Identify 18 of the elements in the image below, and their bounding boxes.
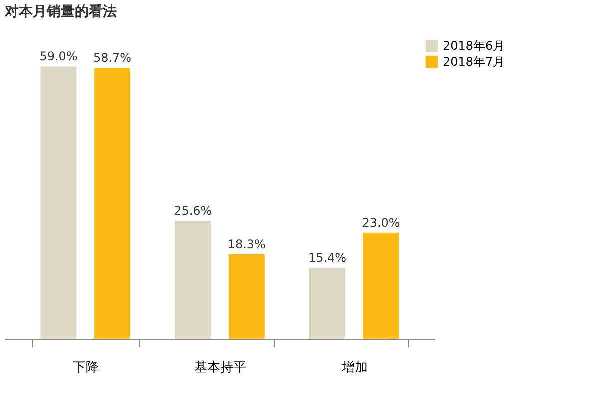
chart-title: 对本月销量的看法 [4, 3, 117, 20]
x-tick-label: 下降 [73, 360, 100, 376]
bar [40, 66, 77, 339]
legend-label: 2018年7月 [443, 55, 506, 69]
bar [94, 68, 130, 339]
legend-label: 2018年6月 [443, 39, 506, 53]
x-tick-label: 基本持平 [194, 360, 246, 376]
bar [228, 254, 265, 339]
data-label: 59.0% [40, 50, 78, 64]
data-label: 15.4% [308, 250, 347, 265]
x-tick-label: 增加 [340, 360, 368, 376]
data-label: 18.3% [228, 238, 266, 252]
bar [175, 220, 212, 339]
data-label: 58.7% [93, 51, 132, 66]
data-label: 25.6% [174, 204, 212, 218]
bar [310, 268, 346, 339]
bar [363, 232, 400, 339]
data-label: 23.0% [362, 216, 400, 230]
